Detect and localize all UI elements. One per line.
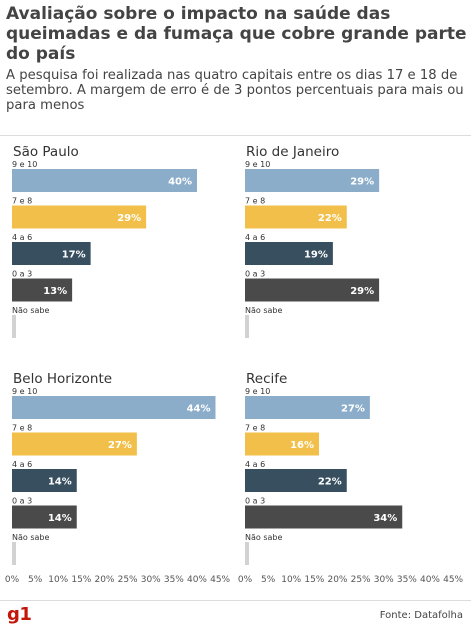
panel-title-sao-paulo: São Paulo [13,144,79,160]
top-divider [0,135,471,136]
bar-recife-4-a-6 [245,469,347,492]
x-tick-left-10: 10% [48,575,68,585]
bar-label-rio-de-janeiro-9-e-10: 29% [350,177,374,188]
category-label-recife-7-e-8: 7 e 8 [245,424,265,433]
panel-title-recife: Recife [246,371,287,387]
bar-label-recife-7-e-8: 16% [290,440,314,451]
x-tick-right-25: 25% [351,575,371,585]
category-label-recife-9-e-10: 9 e 10 [245,387,270,396]
x-tick-right-35: 35% [397,575,417,585]
category-label-recife-nao-sabe: Não sabe [245,533,282,542]
x-tick-right-40: 40% [420,575,440,585]
category-label-belo-horizonte-9-e-10: 9 e 10 [12,387,37,396]
x-tick-left-35: 35% [164,575,184,585]
category-label-belo-horizonte-0-a-3: 0 a 3 [12,497,32,506]
category-label-sao-paulo-nao-sabe: Não sabe [12,306,49,315]
x-tick-right-5: 5% [261,575,276,585]
bar-label-recife-4-a-6: 22% [318,477,342,488]
category-label-rio-de-janeiro-nao-sabe: Não sabe [245,306,282,315]
bar-label-recife-9-e-10: 27% [341,404,365,415]
x-tick-left-45: 45% [210,575,230,585]
bar-label-sao-paulo-7-e-8: 29% [117,213,141,224]
x-tick-left-5: 5% [28,575,43,585]
x-tick-right-0: 0% [238,575,253,585]
bar-belo-horizonte-7-e-8 [12,432,137,456]
category-label-belo-horizonte-4-a-6: 4 a 6 [12,460,32,469]
bar-label-rio-de-janeiro-4-a-6: 19% [304,250,328,261]
bar-label-sao-paulo-9-e-10: 40% [168,177,192,188]
x-tick-right-20: 20% [327,575,347,585]
bar-sao-paulo-nao-sabe [12,315,16,338]
bar-belo-horizonte-0-a-3 [12,505,77,529]
category-label-recife-4-a-6: 4 a 6 [245,460,265,469]
x-tick-right-15: 15% [304,575,324,585]
bar-label-sao-paulo-0-a-3: 13% [43,286,67,297]
bar-recife-7-e-8 [245,432,319,456]
x-tick-right-30: 30% [374,575,394,585]
x-tick-left-15: 15% [71,575,91,585]
category-label-rio-de-janeiro-0-a-3: 0 a 3 [245,270,265,279]
bar-label-belo-horizonte-7-e-8: 27% [108,440,132,451]
category-label-rio-de-janeiro-4-a-6: 4 a 6 [245,233,265,242]
chart-subtitle: A pesquisa foi realizada nas quatro capi… [6,68,464,113]
x-tick-left-40: 40% [187,575,207,585]
bar-recife-9-e-10 [245,396,370,419]
bar-label-sao-paulo-4-a-6: 17% [62,250,86,261]
chart-title: Avaliação sobre o impacto na saúde das q… [6,4,467,64]
bar-label-belo-horizonte-0-a-3: 14% [48,513,72,524]
category-label-belo-horizonte-7-e-8: 7 e 8 [12,424,32,433]
bar-recife-0-a-3 [245,505,403,529]
x-tick-left-25: 25% [118,575,138,585]
category-label-sao-paulo-9-e-10: 9 e 10 [12,160,37,169]
x-tick-left-20: 20% [94,575,114,585]
x-tick-right-45: 45% [443,575,463,585]
bar-recife-nao-sabe [245,542,249,565]
x-tick-left-0: 0% [5,575,20,585]
bar-label-rio-de-janeiro-0-a-3: 29% [350,286,374,297]
category-label-sao-paulo-4-a-6: 4 a 6 [12,233,32,242]
category-label-rio-de-janeiro-7-e-8: 7 e 8 [245,197,265,206]
bar-belo-horizonte-9-e-10 [12,396,216,419]
panel-title-rio-de-janeiro: Rio de Janeiro [246,144,339,160]
bottom-divider [0,600,471,601]
bar-sao-paulo-0-a-3 [12,278,73,302]
source-note: Fonte: Datafolha [379,610,463,621]
bar-sao-paulo-9-e-10 [12,169,197,192]
bar-sao-paulo-7-e-8 [12,205,147,229]
category-label-rio-de-janeiro-9-e-10: 9 e 10 [245,160,270,169]
bar-rio-de-janeiro-4-a-6 [245,242,333,265]
category-label-sao-paulo-7-e-8: 7 e 8 [12,197,32,206]
bar-label-belo-horizonte-9-e-10: 44% [187,404,211,415]
bar-label-rio-de-janeiro-7-e-8: 22% [318,213,342,224]
panel-title-belo-horizonte: Belo Horizonte [13,371,112,387]
x-tick-right-10: 10% [281,575,301,585]
bar-sao-paulo-4-a-6 [12,242,91,265]
x-tick-left-30: 30% [141,575,161,585]
bar-label-belo-horizonte-4-a-6: 14% [48,477,72,488]
bar-rio-de-janeiro-nao-sabe [245,315,249,338]
bar-label-recife-0-a-3: 34% [373,513,397,524]
bar-rio-de-janeiro-9-e-10 [245,169,380,192]
g1-logo: g1 [7,604,32,625]
bar-rio-de-janeiro-7-e-8 [245,205,347,229]
bar-belo-horizonte-nao-sabe [12,542,16,565]
category-label-sao-paulo-0-a-3: 0 a 3 [12,270,32,279]
bar-rio-de-janeiro-0-a-3 [245,278,380,302]
bar-belo-horizonte-4-a-6 [12,469,77,492]
category-label-recife-0-a-3: 0 a 3 [245,497,265,506]
category-label-belo-horizonte-nao-sabe: Não sabe [12,533,49,542]
